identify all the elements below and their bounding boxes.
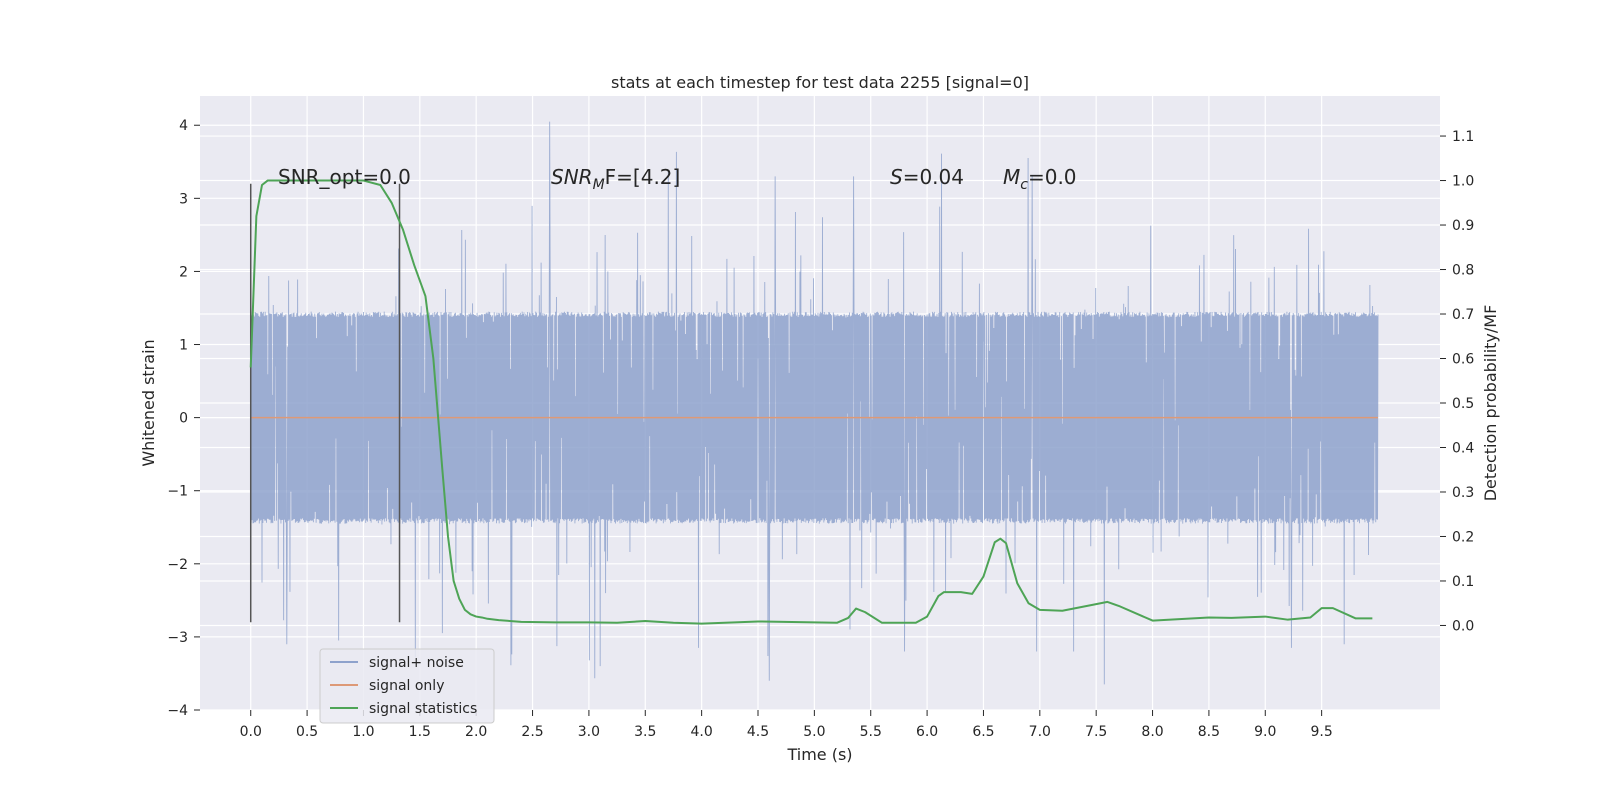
y-left-tick-label: 3 [179,191,188,207]
chart-title: stats at each timestep for test data 225… [611,73,1029,92]
y-right-tick-label: 0.6 [1452,352,1474,368]
y-right-tick-label: 1.0 [1452,174,1474,190]
x-tick-label: 7.5 [1085,724,1107,740]
annotation-s-value: =0.04 [903,165,964,189]
x-tick-label: 7.0 [1029,724,1051,740]
x-tick-label: 8.0 [1141,724,1163,740]
x-tick-label: 2.5 [521,724,543,740]
y-right-tick-label: 1.1 [1452,129,1474,145]
y-left-axis: −4 −3 −2 −1 0 1 2 3 4 [167,118,200,719]
x-tick-label: 0.0 [240,724,262,740]
y-right-tick-label: 0.4 [1452,440,1474,456]
y-left-tick-label: −4 [167,703,188,719]
x-tick-label: 8.5 [1198,724,1220,740]
annotation-mc-sub: c [1020,177,1028,193]
legend-box [319,648,495,724]
y-left-tick-label: 4 [179,118,188,134]
x-tick-label: 9.5 [1311,724,1333,740]
annotation-mc: Mc=0.0 [1003,165,1077,193]
x-tick-label: 3.0 [578,724,600,740]
y-left-axis-label: Whitened strain [139,339,158,466]
x-tick-label: 5.0 [803,724,825,740]
annotation-mc-value: =0.0 [1028,165,1077,189]
x-axis: 0.0 0.5 1.0 1.5 2.0 2.5 3.0 3.5 4.0 4.5 5.0 5.5 6.0 6… [240,710,1333,740]
signal-noise-series [250,121,1379,685]
y-right-axis: 0.0 0.1 0.2 0.3 0.4 0.5 0.6 0.7 0.8 0.9 1.0 1.1 [1440,129,1474,634]
y-left-tick-label: −2 [167,557,188,573]
y-right-tick-label: 0.9 [1452,218,1474,234]
x-tick-label: 6.0 [916,724,938,740]
x-tick-label: 6.5 [972,724,994,740]
y-right-tick-label: 0.3 [1452,485,1474,501]
annotation-snr-mf-rest: F=[4.2] [605,165,681,189]
x-tick-label: 1.0 [352,724,374,740]
x-axis-label: Time (s) [786,745,852,764]
annotation-s-label: S [890,165,903,189]
annotation-snr-mf-sub: M [593,177,605,193]
x-tick-label: 0.5 [296,724,318,740]
y-left-tick-label: 1 [179,338,188,354]
y-right-tick-label: 0.1 [1452,574,1474,590]
y-right-axis-label: Detection probability/MF [1481,305,1500,502]
y-left-tick-label: 2 [179,264,188,280]
x-tick-label: 1.5 [409,724,431,740]
segment-markers [249,183,401,623]
x-tick-label: 4.5 [747,724,769,740]
y-right-tick-label: 0.2 [1452,529,1474,545]
signal-statistics-line [249,179,1373,625]
x-tick-label: 5.5 [860,724,882,740]
y-right-tick-label: 0.0 [1452,618,1474,634]
annotation-snr-mf: SNRMF=[4.2] [551,165,680,193]
y-left-tick-label: 0 [179,411,188,427]
y-left-tick-label: −3 [167,630,188,646]
x-tick-label: 4.0 [691,724,713,740]
annotation-s: S=0.04 [890,165,964,189]
y-left-tick-label: −1 [167,484,188,500]
signal-statistics-series [249,179,1373,625]
x-tick-label: 3.5 [634,724,656,740]
signal-noise-line [250,121,1379,685]
legend-label-signal-noise: signal+ noise [369,655,464,671]
annotation-snr-opt: SNR_opt=0.0 [278,165,411,189]
y-right-tick-label: 0.8 [1452,263,1474,279]
legend-label-signal-statistics: signal statistics [369,701,477,717]
y-right-tick-label: 0.5 [1452,396,1474,412]
y-right-tick-label: 0.7 [1452,307,1474,323]
legend-label-signal-only: signal only [369,678,444,694]
legend: signal+ noise signal only signal statist… [319,648,495,724]
annotation-snr-mf-main: SNR [551,165,593,189]
annotation-mc-main: M [1003,165,1020,189]
x-tick-label: 9.0 [1254,724,1276,740]
x-tick-label: 2.0 [465,724,487,740]
